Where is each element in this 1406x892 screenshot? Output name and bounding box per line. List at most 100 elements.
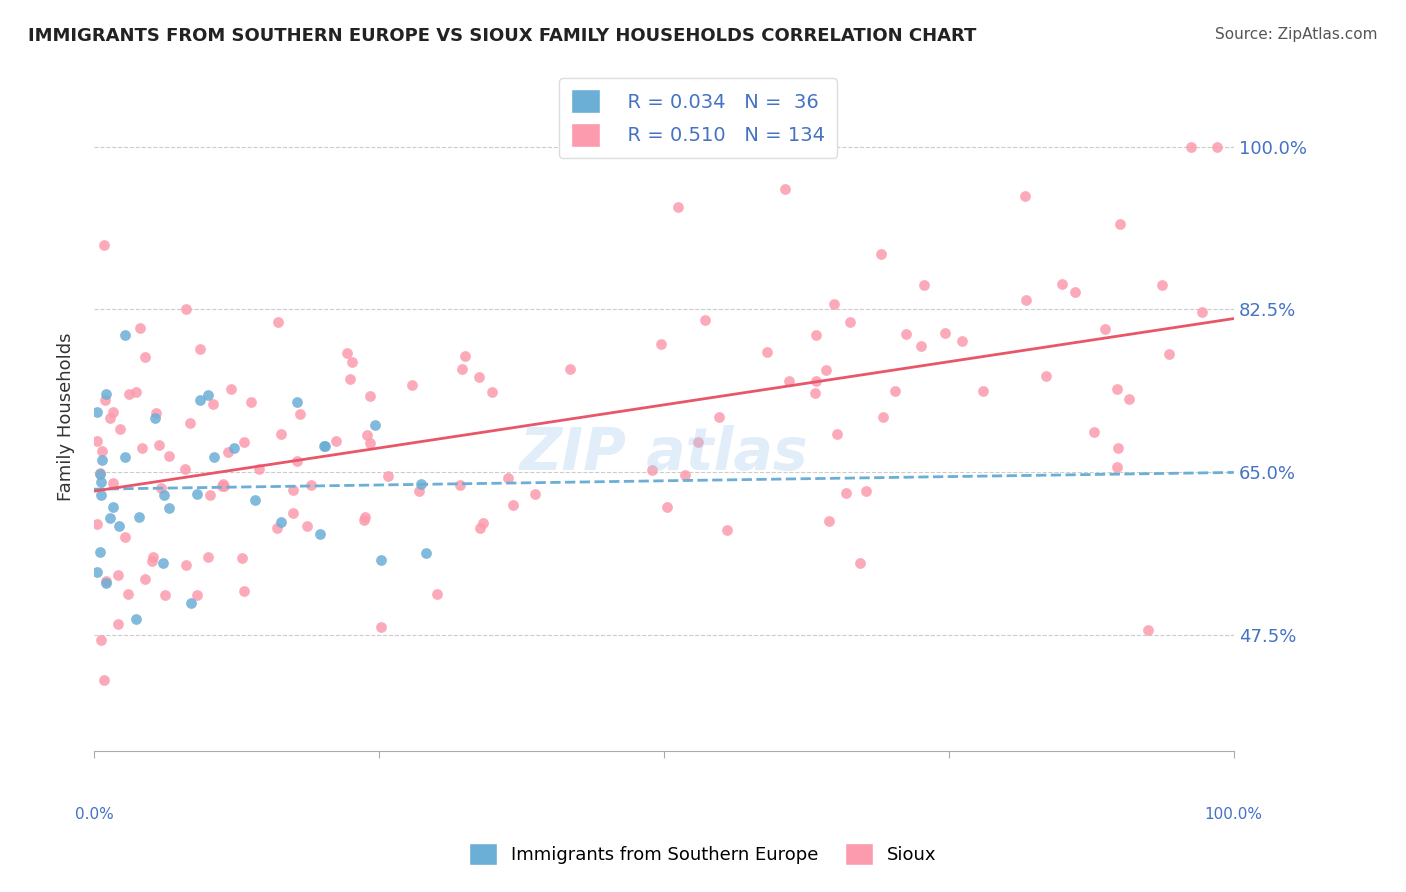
Legend: Immigrants from Southern Europe, Sioux: Immigrants from Southern Europe, Sioux (461, 834, 945, 874)
Point (773, 182, 796, 196)
Point (89, 466, 111, 480)
Point (370, 552, 392, 566)
Point (90, 488, 112, 502)
Point (411, 477, 433, 491)
Point (186, 487, 208, 501)
Point (89, 544, 111, 558)
Point (314, 438, 336, 452)
Point (1150, 277, 1173, 292)
Point (363, 418, 385, 433)
Point (377, 468, 399, 483)
Point (356, 428, 378, 442)
Point (267, 316, 290, 330)
Point (325, 434, 347, 448)
Point (197, 550, 219, 565)
Point (86, 565, 108, 579)
Point (153, 588, 176, 602)
Point (285, 454, 308, 468)
Point (186, 588, 208, 602)
Point (107, 568, 129, 582)
Point (217, 445, 239, 459)
Point (641, 462, 664, 476)
Legend:   R = 0.034   N =  36,   R = 0.510   N = 134: R = 0.034 N = 36, R = 0.510 N = 134 (560, 78, 837, 158)
Point (1014, 189, 1036, 203)
Point (558, 362, 581, 376)
Point (219, 382, 242, 396)
Point (128, 510, 150, 524)
Point (101, 404, 124, 418)
Text: Source: ZipAtlas.com: Source: ZipAtlas.com (1215, 27, 1378, 42)
Point (818, 515, 841, 529)
Point (290, 407, 312, 421)
Point (299, 478, 322, 492)
Point (211, 479, 233, 493)
Point (666, 200, 689, 214)
Point (174, 462, 197, 476)
Point (814, 363, 837, 377)
Point (693, 313, 716, 327)
Point (233, 435, 256, 450)
Point (665, 139, 688, 153)
Point (1157, 347, 1180, 361)
Point (270, 426, 292, 441)
Point (359, 436, 381, 450)
Point (523, 487, 546, 501)
Point (1109, 218, 1132, 232)
Point (804, 328, 827, 343)
Point (101, 475, 124, 490)
Point (295, 519, 318, 533)
Text: 0.0%: 0.0% (75, 807, 114, 822)
Point (1191, 304, 1213, 318)
Point (93, 393, 115, 408)
Point (103, 500, 125, 515)
Point (86, 434, 108, 449)
Point (1180, 139, 1202, 153)
Point (716, 523, 738, 537)
Point (1118, 392, 1140, 406)
Text: ZIP atlas: ZIP atlas (520, 425, 808, 482)
Point (180, 596, 202, 610)
Point (94, 387, 117, 401)
Point (825, 426, 848, 441)
Point (353, 513, 375, 527)
Point (415, 545, 437, 559)
Point (287, 395, 309, 409)
Point (1206, 139, 1229, 153)
Point (93, 238, 115, 252)
Point (950, 334, 973, 348)
Point (1050, 277, 1073, 291)
Point (197, 388, 219, 402)
Point (108, 422, 131, 436)
Point (1094, 321, 1116, 335)
Point (502, 499, 524, 513)
Point (340, 355, 363, 369)
Point (471, 516, 494, 530)
Point (451, 362, 474, 376)
Point (157, 449, 180, 463)
Point (972, 384, 994, 398)
Point (142, 549, 165, 564)
Point (134, 350, 156, 364)
Point (894, 327, 917, 342)
Point (312, 440, 335, 454)
Point (454, 349, 477, 363)
Y-axis label: Family Households: Family Households (58, 332, 75, 500)
Point (709, 410, 731, 425)
Point (143, 410, 166, 425)
Point (839, 315, 862, 329)
Point (114, 529, 136, 543)
Point (870, 246, 893, 260)
Point (650, 336, 672, 351)
Point (153, 488, 176, 502)
Point (1035, 368, 1057, 383)
Point (176, 301, 198, 316)
Text: 100.0%: 100.0% (1205, 807, 1263, 822)
Point (90, 475, 112, 489)
Point (231, 551, 253, 566)
Point (107, 617, 129, 632)
Point (93, 673, 115, 687)
Point (872, 410, 894, 425)
Point (401, 378, 423, 392)
Point (339, 372, 361, 386)
Point (145, 406, 167, 420)
